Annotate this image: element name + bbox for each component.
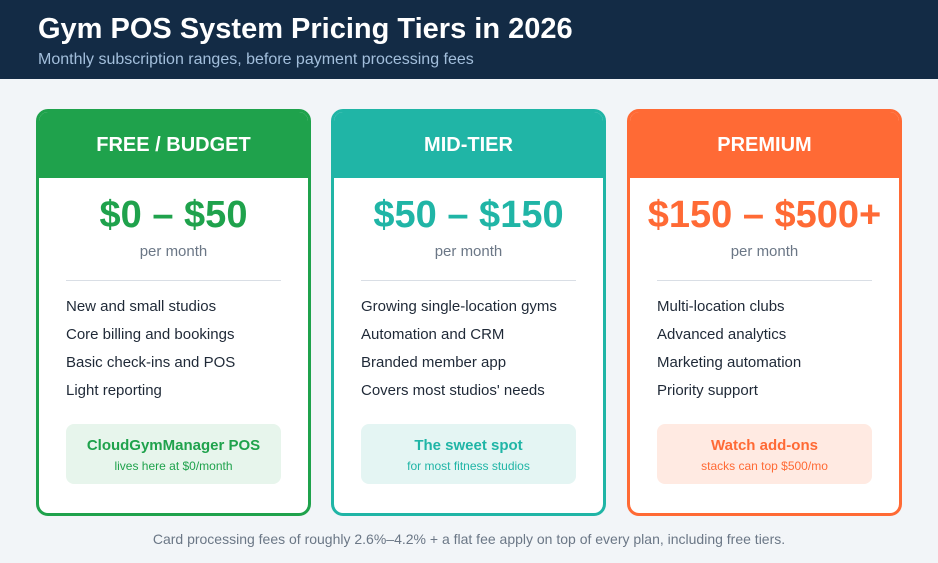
tier-price: $0 – $50 [99, 194, 248, 236]
callout-subtitle: for most fitness studios [407, 459, 530, 473]
tier-price: $50 – $150 [373, 194, 564, 236]
divider [66, 280, 281, 281]
feature-item: New and small studios [66, 298, 217, 315]
tier-header: FREE / BUDGET [39, 112, 308, 178]
feature-item: Core billing and bookings [66, 326, 235, 343]
header-banner: Gym POS System Pricing Tiers in 2026 Mon… [0, 0, 938, 79]
feature-item: Light reporting [66, 382, 162, 399]
feature-list: Multi-location clubs Advanced analytics … [657, 298, 899, 410]
callout-title: Watch add-ons [711, 437, 818, 454]
tier-name: FREE / BUDGET [96, 133, 251, 156]
tier-price: $150 – $500+ [647, 194, 882, 236]
tier-callout: The sweet spot for most fitness studios [361, 424, 576, 484]
callout-subtitle: stacks can top $500/mo [701, 459, 828, 473]
tier-callout: CloudGymManager POS lives here at $0/mon… [66, 424, 281, 484]
callout-title: The sweet spot [414, 437, 523, 454]
feature-list: Growing single-location gyms Automation … [361, 298, 603, 410]
divider [657, 280, 872, 281]
tier-card-premium: PREMIUM $150 – $500+ per month Multi-loc… [627, 109, 902, 516]
page-title: Gym POS System Pricing Tiers in 2026 [38, 13, 573, 45]
feature-item: Basic check-ins and POS [66, 354, 236, 371]
feature-item: Automation and CRM [361, 326, 505, 343]
tier-callout: Watch add-ons stacks can top $500/mo [657, 424, 872, 484]
feature-item: Covers most studios' needs [361, 382, 545, 399]
tier-period: per month [434, 243, 503, 260]
tier-card-mid: MID-TIER $50 – $150 per month Growing si… [331, 109, 606, 516]
tier-period: per month [139, 243, 208, 260]
feature-list: New and small studios Core billing and b… [66, 298, 308, 410]
feature-item: Branded member app [361, 354, 507, 371]
feature-item: Advanced analytics [657, 326, 787, 343]
tier-header: MID-TIER [334, 112, 603, 178]
tier-name: MID-TIER [424, 133, 513, 156]
feature-item: Growing single-location gyms [361, 298, 557, 315]
page-subtitle: Monthly subscription ranges, before paym… [38, 51, 474, 68]
callout-title: CloudGymManager POS [86, 437, 261, 454]
callout-subtitle: lives here at $0/month [114, 459, 233, 473]
feature-item: Multi-location clubs [657, 298, 785, 315]
divider [361, 280, 576, 281]
tier-name: PREMIUM [717, 133, 812, 156]
tier-card-budget: FREE / BUDGET $0 – $50 per month New and… [36, 109, 311, 516]
tier-period: per month [730, 243, 799, 260]
tier-header: PREMIUM [630, 112, 899, 178]
footer-note: Card processing fees of roughly 2.6%–4.2… [152, 531, 786, 547]
feature-item: Priority support [657, 382, 758, 399]
feature-item: Marketing automation [657, 354, 802, 371]
